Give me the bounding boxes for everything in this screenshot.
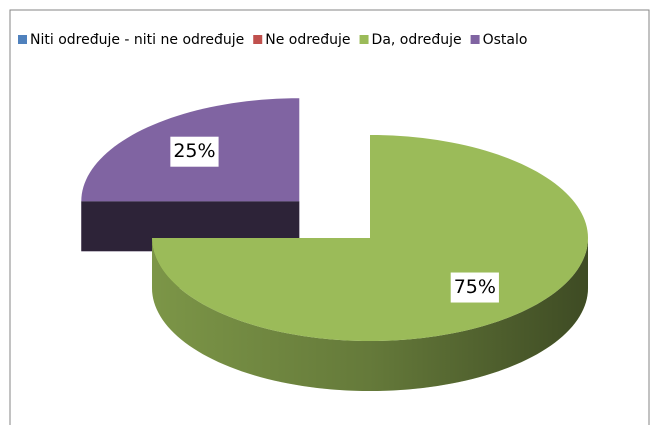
data-label: 25% [173,140,215,162]
pie: 75% 25% [81,98,588,391]
data-label: 75% [454,276,496,298]
legend-swatch [359,35,369,44]
legend-swatch [253,35,263,44]
legend-label: Ne određuje [265,32,350,48]
legend-label: Ostalo [483,32,528,48]
legend-swatch [470,35,480,44]
legend-label: Niti određuje - niti ne određuje [30,32,244,48]
data-label-box [170,136,219,167]
legend: Niti određuje - niti ne određuje Ne određ… [18,32,527,48]
slice-wall-shade [152,238,588,391]
data-label-box [450,272,499,303]
legend-label: Da, određuje [372,32,462,48]
legend-swatch [18,35,27,44]
